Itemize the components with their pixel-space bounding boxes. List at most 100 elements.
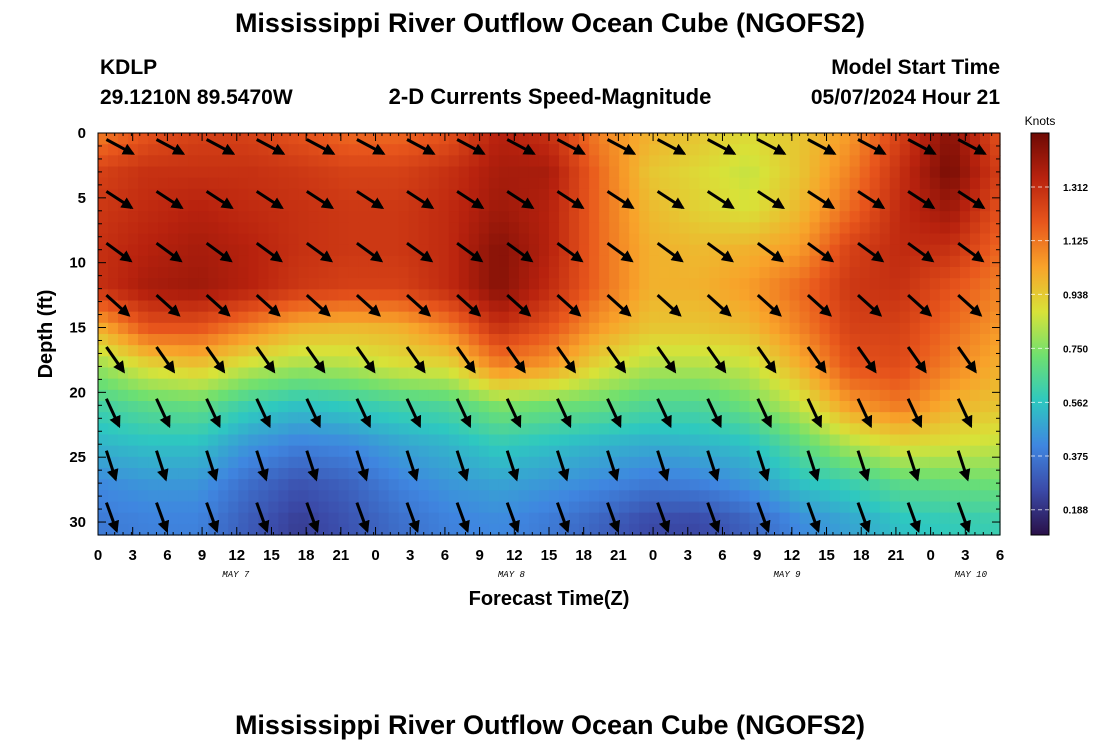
heatmap-cell [739, 300, 751, 313]
heatmap-cell [488, 378, 500, 391]
heatmap-cell [739, 401, 751, 413]
heatmap-cell [829, 278, 841, 290]
heatmap-cell [549, 322, 560, 335]
heatmap-cell [478, 479, 490, 491]
heatmap-cell [308, 244, 320, 257]
heatmap-cell [979, 345, 991, 357]
heatmap-cell [569, 155, 580, 168]
heatmap-cell [759, 233, 771, 246]
heatmap-cell [338, 501, 350, 514]
heatmap-cell [869, 456, 881, 469]
heatmap-cell [709, 311, 720, 324]
heatmap-cell [428, 456, 440, 469]
heatmap-cell [699, 200, 710, 212]
heatmap-cell [338, 255, 350, 268]
heatmap-cell [879, 345, 891, 357]
x-tick-label: 18 [575, 547, 592, 564]
heatmap-cell [478, 177, 490, 190]
heatmap-cell [939, 490, 951, 503]
current-vector [356, 138, 386, 155]
heatmap-cell [819, 445, 831, 458]
heatmap-cell [458, 479, 470, 491]
heatmap-cell [769, 311, 781, 324]
heatmap-cell [969, 334, 981, 346]
heatmap-cell [228, 479, 239, 491]
heatmap-cell [669, 468, 680, 480]
heatmap-cell [468, 289, 480, 302]
heatmap-cell [809, 479, 821, 491]
heatmap-cell [308, 445, 320, 458]
heatmap-cell [829, 155, 841, 168]
heatmap-cell [729, 278, 741, 290]
heatmap-cell [839, 233, 851, 246]
heatmap-cell [138, 200, 149, 212]
heatmap-cell [368, 322, 380, 335]
heatmap-cell [398, 233, 410, 246]
heatmap-cell [649, 311, 660, 324]
heatmap-cell [478, 133, 490, 145]
heatmap-cell [849, 233, 861, 246]
heatmap-cell [228, 177, 239, 190]
heatmap-cell [949, 501, 961, 514]
heatmap-cell [288, 334, 300, 346]
heatmap-cell [468, 267, 480, 279]
heatmap-cell [689, 244, 700, 257]
heatmap-cell [829, 255, 841, 268]
heatmap-cell [248, 255, 259, 268]
heatmap-cell [358, 278, 370, 290]
heatmap-cell [659, 479, 670, 491]
current-vector [807, 241, 835, 263]
heatmap-cell [258, 311, 269, 324]
heatmap-cell [178, 155, 189, 168]
heatmap-cell [148, 177, 159, 190]
heatmap-cell [208, 255, 219, 268]
heatmap-cell [579, 244, 590, 257]
heatmap-cell [629, 177, 640, 190]
heatmap-cell [298, 177, 310, 190]
heatmap-cell [478, 345, 490, 357]
heatmap-cell [959, 155, 971, 168]
heatmap-cell [508, 456, 520, 469]
heatmap-cell [919, 166, 931, 179]
heatmap-cell [899, 177, 911, 190]
heatmap-cell [398, 177, 410, 190]
heatmap-cell [779, 523, 791, 536]
heatmap-cell [649, 479, 660, 491]
heatmap-cell [348, 267, 360, 279]
current-vector [506, 138, 536, 155]
heatmap-cell [849, 166, 861, 179]
current-vector [656, 138, 687, 155]
heatmap-cell [508, 222, 520, 235]
heatmap-cell [829, 479, 841, 491]
heatmap-cell [809, 244, 821, 257]
heatmap-cell [969, 311, 981, 324]
heatmap-cell [739, 222, 751, 235]
heatmap-cell [418, 289, 430, 302]
heatmap-cell [98, 278, 109, 290]
heatmap-cell [679, 155, 690, 168]
heatmap-cell [989, 378, 1001, 391]
heatmap-cell [338, 334, 350, 346]
heatmap-cell [819, 155, 831, 168]
heatmap-cell [128, 334, 139, 346]
heatmap-cell [288, 423, 300, 436]
heatmap-cell [238, 211, 249, 223]
heatmap-cell [478, 211, 490, 223]
heatmap-cell [398, 367, 410, 380]
heatmap-cell [128, 445, 139, 458]
heatmap-cell [909, 278, 921, 290]
heatmap-cell [498, 389, 510, 402]
heatmap-cell [889, 389, 901, 402]
heatmap-cell [538, 222, 550, 235]
heatmap-cell [719, 490, 730, 503]
heatmap-cell [989, 367, 1001, 380]
heatmap-cell [238, 233, 249, 246]
heatmap-cell [398, 412, 410, 424]
heatmap-cell [829, 445, 841, 458]
heatmap-cell [829, 144, 841, 156]
heatmap-cell [839, 278, 851, 290]
heatmap-cell [258, 490, 269, 503]
heatmap-cell [328, 523, 340, 536]
heatmap-cell [538, 401, 550, 413]
heatmap-cell [649, 523, 660, 536]
